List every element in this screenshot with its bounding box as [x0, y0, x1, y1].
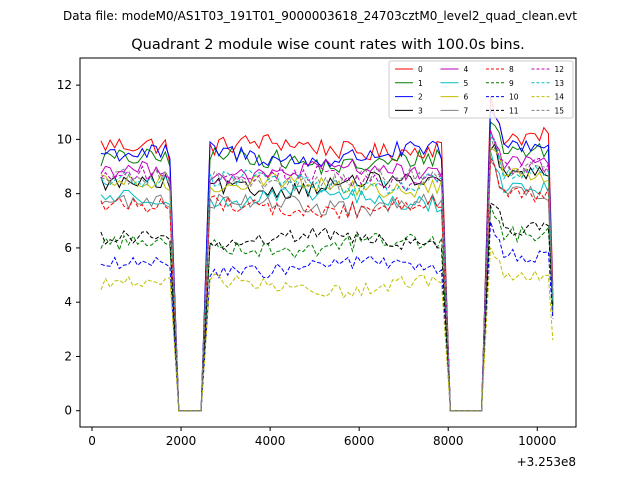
x-tick-label: 10000: [518, 434, 556, 448]
series-line-4: [100, 130, 554, 412]
y-tick-label: 2: [64, 349, 72, 363]
legend-label-8: 8: [509, 65, 514, 74]
series-line-15: [100, 136, 554, 412]
chart-title: Quadrant 2 module wise count rates with …: [131, 37, 525, 53]
y-tick-label: 4: [64, 295, 72, 309]
legend-label-5: 5: [464, 79, 469, 88]
legend-label-0: 0: [418, 65, 423, 74]
legend-label-1: 1: [418, 79, 423, 88]
plot-frame: [79, 57, 577, 428]
legend-label-4: 4: [464, 65, 469, 74]
legend-label-9: 9: [509, 79, 514, 88]
legend-label-6: 6: [464, 93, 469, 102]
series-layer: [100, 96, 554, 412]
series-line-1: [100, 120, 554, 412]
x-tick-label: 8000: [433, 434, 464, 448]
series-line-8: [100, 155, 554, 412]
legend-frame: [388, 60, 574, 119]
x-tick-label: 4000: [255, 434, 286, 448]
x-tick-label: 6000: [344, 434, 375, 448]
series-line-0: [100, 96, 554, 412]
x-offset-label: +3.253e8: [517, 455, 576, 469]
legend-label-13: 13: [555, 79, 565, 88]
y-tick-label: 10: [57, 132, 72, 146]
y-tick-label: 8: [64, 187, 72, 201]
x-axis: 0 2000 4000 6000 8000 10000: [88, 427, 556, 448]
series-line-14: [100, 247, 554, 412]
chart-suptitle: Data file: modeM0/AS1T03_191T01_90000036…: [63, 9, 577, 23]
series-line-2: [100, 107, 554, 412]
y-tick-label: 12: [57, 78, 72, 92]
y-tick-label: 0: [64, 404, 72, 418]
legend-label-11: 11: [509, 106, 519, 115]
series-line-10: [100, 221, 554, 412]
y-tick-label: 6: [64, 241, 72, 255]
x-tick-label: 2000: [166, 434, 197, 448]
legend-label-3: 3: [418, 106, 423, 115]
legend-label-7: 7: [464, 106, 469, 115]
x-tick-label: 0: [88, 434, 96, 448]
y-axis: 0 2 4 6 8 10 12: [57, 78, 80, 418]
legend-label-14: 14: [555, 93, 565, 102]
legend-label-12: 12: [555, 65, 565, 74]
series-line-11: [100, 202, 554, 412]
legend-label-10: 10: [509, 93, 519, 102]
series-line-12: [100, 134, 554, 412]
legend-label-15: 15: [555, 106, 565, 115]
legend-label-2: 2: [418, 93, 423, 102]
